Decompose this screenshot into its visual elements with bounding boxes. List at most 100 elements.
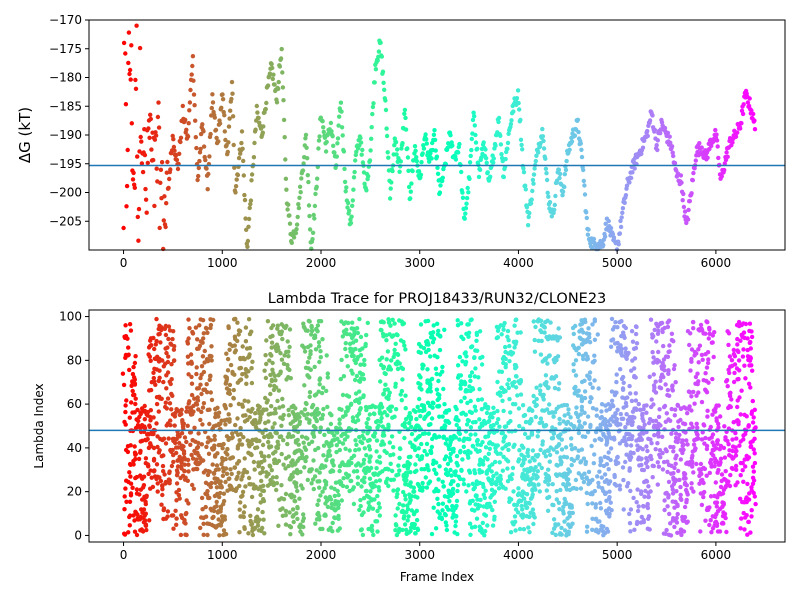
top-data-point bbox=[306, 203, 312, 208]
bottom-data-point bbox=[682, 471, 688, 477]
bottom-data-point bbox=[204, 390, 210, 395]
top-data-point bbox=[479, 155, 484, 160]
bottom-data-point bbox=[389, 434, 395, 439]
bottom-data-point bbox=[377, 505, 382, 510]
bottom-data-point bbox=[674, 515, 679, 521]
top-data-point bbox=[247, 205, 252, 211]
bottom-data-point bbox=[633, 398, 639, 403]
bottom-data-point bbox=[649, 456, 654, 462]
bottom-data-point bbox=[191, 486, 196, 491]
bottom-data-point bbox=[476, 397, 481, 403]
bottom-data-point bbox=[556, 442, 562, 447]
bottom-data-point bbox=[564, 455, 570, 460]
bottom-data-point bbox=[372, 431, 378, 436]
top-data-point bbox=[197, 158, 202, 164]
top-data-point bbox=[222, 129, 227, 134]
bottom-data-point bbox=[288, 525, 294, 530]
bottom-data-point bbox=[137, 492, 142, 497]
bottom-data-point bbox=[309, 325, 314, 330]
bottom-data-point bbox=[362, 357, 367, 363]
bottom-data-point bbox=[358, 497, 363, 503]
bottom-data-point bbox=[441, 484, 446, 489]
bottom-data-point bbox=[185, 354, 191, 359]
bottom-data-point bbox=[684, 438, 689, 443]
top-data-point bbox=[286, 202, 291, 207]
bottom-data-point bbox=[188, 352, 194, 357]
top-data-point bbox=[187, 100, 193, 105]
bottom-data-point bbox=[530, 476, 535, 481]
bottom-data-point bbox=[223, 422, 228, 427]
bottom-data-point bbox=[468, 532, 473, 537]
bottom-data-point bbox=[421, 346, 427, 351]
top-y-tick-label: −190 bbox=[49, 128, 82, 142]
bottom-data-point bbox=[374, 438, 380, 443]
bottom-data-point bbox=[279, 451, 284, 457]
bottom-data-point bbox=[570, 521, 575, 526]
top-data-point bbox=[304, 145, 309, 150]
bottom-data-point bbox=[342, 437, 348, 442]
top-data-point bbox=[459, 169, 464, 175]
bottom-data-point bbox=[441, 434, 446, 439]
bottom-data-point bbox=[404, 473, 409, 478]
top-data-point bbox=[473, 140, 479, 145]
top-data-point bbox=[534, 153, 539, 158]
bottom-data-point bbox=[216, 467, 221, 472]
bottom-data-point bbox=[596, 480, 601, 486]
top-data-point bbox=[168, 167, 173, 172]
bottom-data-point bbox=[187, 399, 192, 404]
top-data-point bbox=[137, 45, 143, 51]
top-data-point bbox=[342, 166, 347, 172]
bottom-data-point bbox=[372, 497, 377, 502]
top-data-point bbox=[242, 192, 247, 198]
bottom-data-point bbox=[651, 463, 656, 469]
bottom-data-point bbox=[252, 467, 257, 472]
bottom-data-point bbox=[351, 332, 357, 337]
bottom-data-point bbox=[283, 513, 288, 518]
bottom-data-point bbox=[418, 414, 423, 419]
top-data-point bbox=[432, 128, 437, 133]
bottom-data-point bbox=[360, 372, 366, 377]
bottom-data-point bbox=[321, 453, 326, 458]
bottom-data-point bbox=[539, 338, 544, 344]
top-data-point bbox=[385, 150, 390, 155]
bottom-data-point bbox=[343, 341, 348, 346]
bottom-data-point bbox=[223, 479, 228, 485]
bottom-data-point bbox=[356, 411, 362, 416]
bottom-data-point bbox=[490, 462, 495, 467]
bottom-data-point bbox=[199, 442, 204, 447]
top-data-point bbox=[265, 83, 271, 88]
bottom-data-point bbox=[470, 386, 475, 391]
bottom-data-point bbox=[529, 418, 534, 424]
top-data-point bbox=[278, 56, 284, 61]
top-data-point bbox=[241, 158, 246, 164]
bottom-data-point bbox=[269, 434, 274, 439]
bottom-data-point bbox=[612, 472, 617, 478]
bottom-data-point bbox=[387, 390, 392, 395]
bottom-data-point bbox=[207, 407, 212, 412]
bottom-data-point bbox=[426, 347, 431, 353]
bottom-data-point bbox=[437, 347, 443, 353]
top-data-point bbox=[148, 112, 153, 118]
bottom-data-point bbox=[567, 514, 572, 519]
bottom-data-point bbox=[403, 527, 409, 533]
bottom-data-point bbox=[507, 359, 512, 364]
top-data-point bbox=[307, 213, 312, 219]
bottom-data-point bbox=[693, 374, 699, 380]
bottom-data-point bbox=[394, 332, 399, 337]
bottom-data-point bbox=[646, 516, 651, 521]
bottom-data-point bbox=[301, 516, 306, 521]
top-y-tick-label: −170 bbox=[49, 13, 82, 27]
top-data-point bbox=[139, 161, 145, 166]
bottom-data-point bbox=[189, 452, 194, 458]
top-data-point bbox=[222, 113, 227, 118]
bottom-data-point bbox=[431, 505, 436, 510]
bottom-data-point bbox=[444, 437, 450, 442]
top-data-point bbox=[556, 167, 562, 172]
bottom-data-point bbox=[729, 397, 734, 402]
bottom-data-point bbox=[264, 338, 269, 343]
bottom-data-point bbox=[735, 480, 740, 485]
bottom-data-point bbox=[373, 479, 379, 484]
bottom-data-point bbox=[125, 449, 131, 455]
bottom-data-point bbox=[354, 326, 360, 331]
bottom-data-point bbox=[136, 456, 142, 462]
